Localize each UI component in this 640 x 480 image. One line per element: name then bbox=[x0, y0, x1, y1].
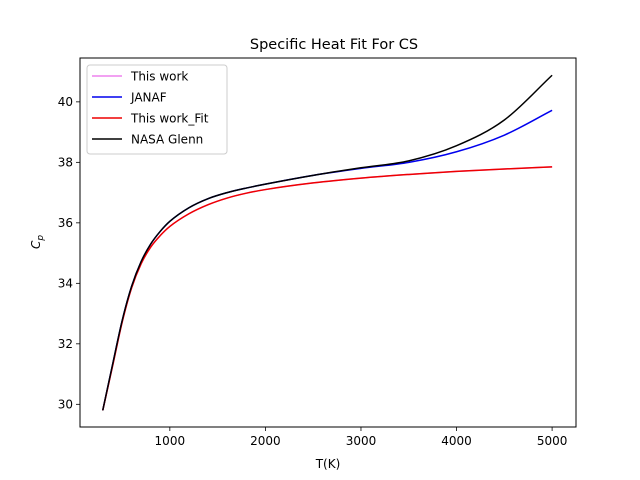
x-tick-label: 2000 bbox=[250, 434, 281, 448]
y-axis: 30 32 34 36 38 40 bbox=[58, 95, 80, 411]
legend-label-2: This work_Fit bbox=[130, 112, 209, 126]
y-axis-title-main: C bbox=[29, 240, 43, 249]
y-axis-title-subscript: p bbox=[36, 235, 46, 242]
plot-frame bbox=[79, 57, 577, 428]
legend-label-3: NASA Glenn bbox=[131, 133, 203, 147]
x-tick-label: 3000 bbox=[346, 434, 377, 448]
x-tick-label: 4000 bbox=[441, 434, 472, 448]
y-tick-label: 30 bbox=[58, 397, 73, 411]
legend: This work JANAF This work_Fit NASA Glenn bbox=[86, 64, 228, 155]
y-tick-label: 34 bbox=[58, 276, 73, 290]
x-tick-label: 1000 bbox=[155, 434, 186, 448]
y-tick-label: 38 bbox=[58, 155, 73, 169]
y-axis-title: Cp bbox=[29, 235, 46, 249]
plot-lines bbox=[102, 74, 553, 411]
legend-label-1: JANAF bbox=[130, 91, 167, 105]
legend-label-0: This work bbox=[130, 70, 188, 84]
legend-box bbox=[86, 64, 228, 155]
y-tick-label: 40 bbox=[58, 95, 73, 109]
x-tick-label: 5000 bbox=[537, 434, 568, 448]
x-axis-title: T(K) bbox=[315, 457, 341, 471]
series-line-3 bbox=[102, 74, 553, 411]
x-axis: 1000 2000 3000 4000 5000 bbox=[155, 427, 568, 448]
chart-title: Specific Heat Fit For CS bbox=[250, 37, 418, 53]
y-tick-label: 32 bbox=[58, 337, 73, 351]
y-tick-label: 36 bbox=[58, 216, 73, 230]
